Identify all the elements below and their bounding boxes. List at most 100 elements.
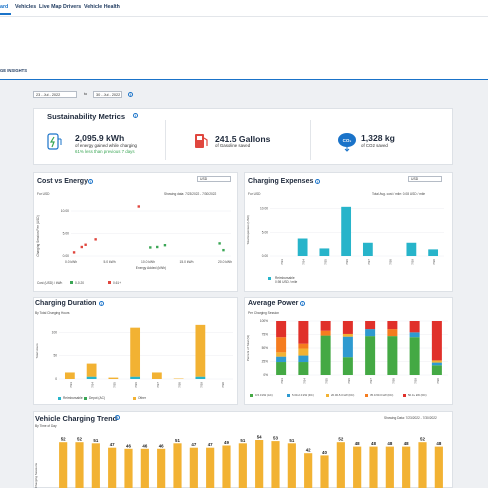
bar — [276, 362, 287, 375]
data-label: 51 — [175, 438, 180, 443]
date-from-input[interactable]: 23 - Jul - 2022 — [33, 91, 77, 98]
scatter-point — [218, 242, 221, 245]
charging-duration-chart: Total Hours 0 50 100 7/23 7/24 7/25 7/26 7/27 7/2… — [35, 324, 233, 388]
date-info-icon[interactable]: i — [128, 92, 133, 97]
x-tick-label: 7/24 — [302, 378, 306, 384]
scatter-point — [222, 248, 225, 252]
bar — [189, 447, 198, 488]
x-tick-label: 7/25 — [112, 382, 116, 388]
bar — [342, 336, 353, 358]
bar — [365, 336, 376, 375]
vehicle-trend-chart: No. of Charging Sessions 52 52 51 47 46 46 46 51… — [34, 435, 443, 488]
legend-swatch-other — [133, 397, 136, 400]
top-nav: ard Vehicles Live Map Drivers Vehicle He… — [0, 0, 488, 17]
y-tick-label: 0.00 — [262, 254, 268, 258]
x-tick-label: 7/29 — [414, 378, 418, 384]
average-power-subtitle: Per Charging Session — [248, 311, 280, 315]
data-label: 47 — [110, 442, 115, 447]
bar — [298, 362, 309, 375]
charging-expenses-currency-select[interactable]: USD — [408, 176, 442, 182]
bar — [271, 441, 280, 488]
co2-icon-text: CO₂ — [343, 138, 352, 143]
tab-charge-insights[interactable]: GE INSIGHTS — [0, 68, 27, 73]
charging-duration-info-icon[interactable]: i — [99, 301, 104, 306]
nav-drivers[interactable]: Drivers — [63, 4, 82, 10]
x-tick-label: 7/29 — [410, 259, 414, 265]
nav-vehicles[interactable]: Vehicles — [15, 4, 37, 10]
data-label: 54 — [257, 435, 262, 440]
x-tick-label: 7/23 — [69, 382, 73, 388]
energy-compare: 61% less than previous 7 days — [75, 149, 135, 154]
date-to-input[interactable]: 30 - Jul - 2022 — [93, 91, 122, 98]
data-label: 52 — [420, 437, 425, 442]
bar — [124, 448, 133, 488]
nav-active-underline — [0, 13, 11, 15]
bar — [304, 453, 313, 488]
bar — [342, 357, 353, 375]
energy-label: of energy gained while charging — [75, 143, 137, 148]
y-tick-label: 25% — [262, 360, 269, 364]
y-axis-label: No. of Charging Sessions — [34, 462, 38, 488]
x-tick-label: 7/26 — [134, 382, 138, 388]
y-tick-label: 5.00 — [63, 232, 70, 236]
x-tick-label: 7/27 — [367, 259, 371, 265]
vehicle-trend-subtitle: By Time of Day — [35, 424, 57, 428]
bar — [75, 442, 84, 488]
data-label: 48 — [404, 441, 409, 446]
y-tick-label: 75% — [262, 333, 269, 337]
bar — [431, 360, 442, 363]
x-tick-label: 7/30 — [221, 382, 225, 388]
scatter-point — [149, 246, 152, 249]
sustainability-info-icon[interactable]: i — [133, 113, 138, 118]
data-label: 49 — [224, 440, 229, 445]
y-tick-label: 100 — [52, 330, 58, 334]
bar — [431, 365, 442, 375]
vehicle-trend-info-icon[interactable]: i — [115, 415, 120, 420]
x-tick-label: 5.0 kWh — [103, 260, 115, 264]
bar — [319, 248, 330, 256]
bar — [409, 337, 420, 375]
nav-dashboard[interactable]: ard — [0, 4, 9, 10]
cost-energy-currency-select[interactable]: USD — [197, 176, 231, 182]
charging-duration-legend-0: Reimbursable — [63, 396, 83, 400]
bar — [387, 329, 398, 337]
co2-value: 1,328 kg — [361, 133, 395, 143]
x-tick-label: 7/30 — [436, 378, 440, 384]
data-label: 42 — [306, 448, 311, 453]
charging-expenses-legend: Reimbursable — [275, 276, 295, 280]
legend-swatch-green — [70, 281, 73, 284]
y-tick-label: 100% — [260, 319, 268, 323]
bar — [336, 442, 345, 488]
bar — [173, 443, 182, 488]
nav-live-map[interactable]: Live Map — [39, 4, 62, 10]
x-tick-label: 7/29 — [199, 382, 203, 388]
bar — [297, 238, 308, 256]
legend-swatch-red — [108, 281, 111, 284]
charging-duration-legend-2: Other — [138, 396, 146, 400]
bar — [298, 355, 309, 363]
bar — [428, 249, 439, 256]
gasoline-label: of Gasoline saved — [215, 143, 251, 148]
x-tick-label: 10.0 kWh — [141, 260, 155, 264]
charging-duration-legend-1: Depot (AC) — [89, 396, 105, 400]
bar — [91, 443, 100, 488]
sustainability-title: Sustainability Metrics — [47, 112, 126, 121]
average-power-info-icon[interactable]: i — [300, 301, 305, 306]
y-tick-label: 10.00 — [260, 207, 268, 211]
cost-energy-info-icon[interactable]: i — [88, 179, 93, 184]
charging-expenses-chart: Total Expenses (USD) 0.00 5.00 10.00 7/23 7/2… — [246, 207, 444, 265]
vehicle-trend-title: Vehicle Charging Trend — [35, 414, 118, 423]
y-tick-label: 0% — [263, 373, 268, 377]
x-tick-label: 0.0 kWh — [65, 260, 77, 264]
legend-swatch-reimbursable — [268, 277, 271, 280]
nav-vehicle-health[interactable]: Vehicle Health — [84, 4, 120, 10]
bar — [151, 372, 162, 379]
bar — [365, 329, 376, 337]
bar — [418, 442, 427, 488]
cost-energy-legend-a: 0-0.20 — [75, 281, 85, 285]
x-tick-label: 7/23 — [280, 259, 284, 265]
legend-swatch-reimbursable — [58, 397, 61, 400]
legend-swatch-depot — [84, 397, 87, 400]
charging-duration-subtitle: By Total Charging Hours — [35, 311, 70, 315]
charging-expenses-info-icon[interactable]: i — [315, 179, 320, 184]
